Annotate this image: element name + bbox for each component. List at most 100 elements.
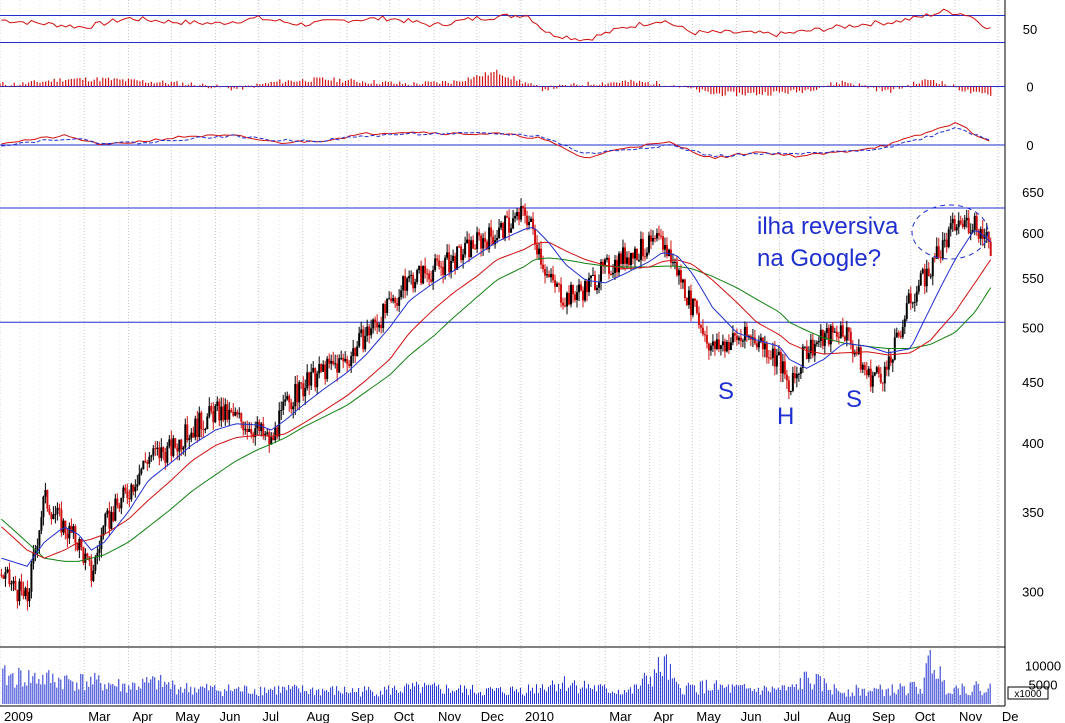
- candle-body: [150, 455, 153, 457]
- candle-body: [827, 327, 830, 345]
- histogram-tick-label: 0: [1026, 80, 1033, 95]
- candle-body: [302, 383, 305, 397]
- candle-body: [392, 298, 395, 302]
- month-gridlines: [0, 0, 1000, 706]
- candle-body: [512, 218, 515, 229]
- candle-body: [939, 257, 942, 259]
- price-tick-label: 550: [1022, 271, 1044, 286]
- candle-body: [943, 239, 946, 241]
- date-tick-label: Jun: [220, 709, 241, 723]
- candle-body: [340, 357, 343, 359]
- candle-body: [813, 344, 816, 356]
- candle-body: [404, 276, 407, 291]
- candle-body: [975, 215, 978, 231]
- candle-body: [891, 359, 894, 363]
- date-tick-label: Sep: [872, 709, 895, 723]
- candle-body: [320, 364, 323, 372]
- candle-body: [877, 367, 880, 374]
- candle-body: [232, 411, 235, 416]
- candle-body: [853, 353, 856, 355]
- candle-body: [651, 238, 654, 242]
- candle-body: [967, 217, 970, 233]
- candle-body: [675, 261, 678, 276]
- date-tick-label: Aug: [307, 709, 330, 723]
- candle-body: [679, 270, 682, 283]
- candle-body: [260, 423, 263, 432]
- candle-body: [779, 351, 782, 374]
- candle-body: [108, 510, 111, 529]
- candle-body: [817, 340, 820, 343]
- candle-body: [4, 572, 7, 579]
- price-tick-label: 350: [1022, 505, 1044, 520]
- candle-body: [178, 439, 181, 452]
- candle-body: [436, 258, 439, 261]
- candle-body: [184, 424, 187, 448]
- candle-body: [763, 343, 766, 350]
- date-tick-label: Nov: [959, 709, 983, 723]
- candle-body: [889, 356, 892, 363]
- histogram-panel: [0, 69, 1005, 97]
- candle-body: [548, 274, 551, 278]
- annotation-line-1: ilha reversiva: [757, 213, 899, 240]
- candle-body: [164, 451, 167, 463]
- candle-body: [190, 432, 193, 439]
- candle-body: [336, 363, 339, 373]
- panel-frames: [0, 0, 1049, 707]
- candle-body: [739, 337, 742, 342]
- candle-body: [194, 418, 197, 438]
- candle-body: [176, 447, 179, 452]
- candle-body: [957, 220, 960, 228]
- candle-body: [58, 507, 61, 510]
- candle-body: [715, 339, 718, 350]
- candle-body: [396, 302, 399, 306]
- candle-body: [358, 333, 361, 347]
- candle-body: [925, 268, 928, 287]
- candle-body: [220, 406, 223, 421]
- candle-body: [72, 526, 75, 533]
- candle-body: [867, 368, 870, 376]
- candle-body: [847, 327, 850, 332]
- candle-body: [753, 337, 756, 344]
- candle-body: [759, 337, 762, 342]
- candle-body: [673, 261, 676, 263]
- candle-body: [839, 325, 842, 338]
- candle-body: [536, 244, 539, 255]
- candle-body: [214, 405, 217, 423]
- candle-body: [534, 229, 537, 245]
- candle-body: [761, 337, 764, 350]
- candle-body: [586, 281, 589, 293]
- candle-body: [707, 343, 710, 351]
- candle-body: [598, 281, 601, 288]
- candle-body: [26, 588, 29, 602]
- candle-body: [250, 429, 253, 434]
- candle-body: [919, 273, 922, 286]
- candle-body: [30, 563, 33, 592]
- candle-body: [633, 248, 636, 259]
- candle-body: [466, 239, 469, 244]
- candle-body: [384, 304, 387, 313]
- candle-body: [386, 298, 389, 313]
- candle-body: [408, 275, 411, 279]
- candle-body: [168, 439, 171, 447]
- candle-body: [6, 569, 9, 573]
- candle-body: [20, 581, 23, 591]
- candle-body: [154, 448, 157, 450]
- candle-body: [326, 358, 329, 380]
- candle-body: [400, 290, 403, 298]
- candle-body: [677, 270, 680, 276]
- date-tick-label: Jul: [262, 709, 279, 723]
- date-tick-label: 2010: [525, 709, 554, 723]
- candle-body: [691, 298, 694, 316]
- candle-body: [246, 429, 249, 432]
- candle-body: [458, 246, 461, 248]
- candle-body: [118, 505, 121, 509]
- candle-body: [661, 236, 664, 250]
- candle-body: [885, 366, 888, 370]
- candle-body: [701, 327, 704, 335]
- candle-body: [647, 235, 650, 253]
- candle-body: [144, 460, 147, 463]
- candle-body: [550, 273, 553, 278]
- candle-body: [508, 217, 511, 233]
- volume-tick-label: 5000: [1029, 678, 1058, 693]
- date-tick-label: Mar: [88, 709, 111, 723]
